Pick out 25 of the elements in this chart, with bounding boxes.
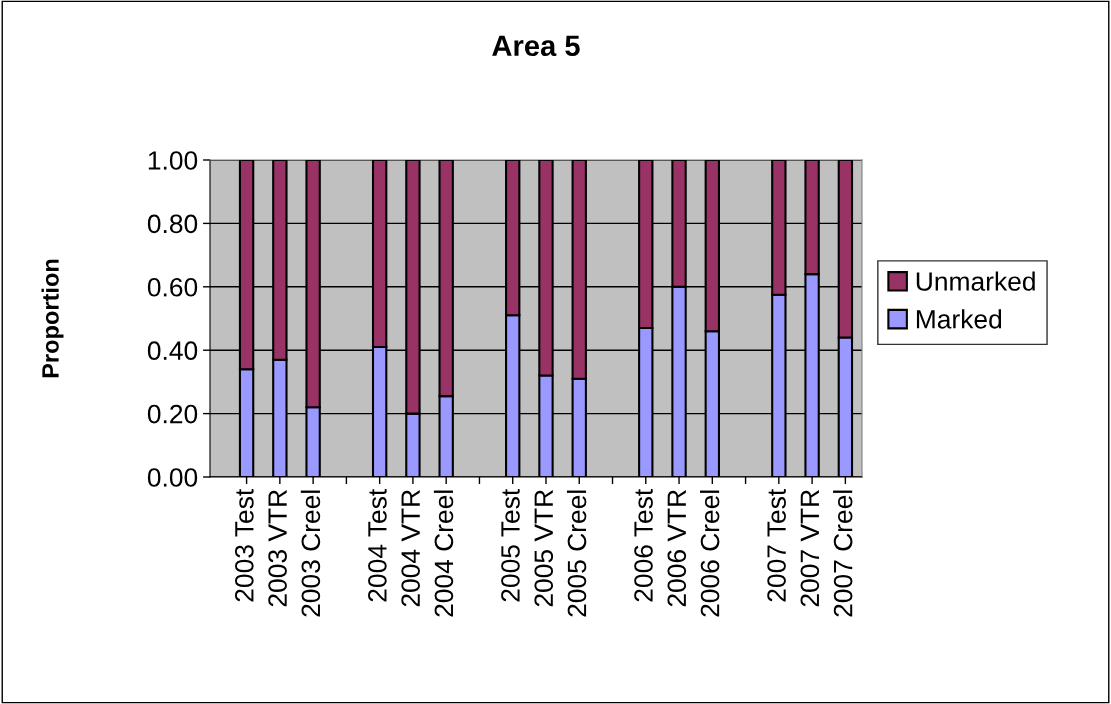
x-tick-label: 2003 Test: [234, 488, 254, 602]
x-tick-label: 2004 Creel: [433, 490, 454, 617]
y-tick-label: 0.20: [147, 404, 198, 424]
y-tick-label: 0.60: [147, 277, 198, 297]
x-tick-label: 2005 Creel: [566, 490, 587, 617]
x-tick-label: 2006 Test: [634, 488, 653, 602]
x-tick-label: 2007 Creel: [833, 490, 853, 617]
x-tick-label: 2007 Test: [767, 488, 786, 602]
x-tick-label: 2005 Test: [501, 488, 520, 602]
y-axis-title: Proportion: [41, 259, 64, 378]
x-tick-label: 2007 VTR: [800, 490, 820, 607]
x-tick-label: 2004 VTR: [401, 490, 420, 607]
y-tick-label: 0.40: [147, 341, 198, 361]
chart-title: Area 5: [492, 35, 580, 57]
y-tick-label: 1.00: [148, 151, 198, 170]
x-tick-label: 2003 VTR: [268, 490, 287, 607]
legend-label: Unmarked: [916, 271, 1035, 291]
x-tick-label: 2003 Creel: [300, 490, 321, 617]
legend-label: Marked: [916, 309, 1002, 329]
x-tick-label: 2006 Creel: [700, 490, 720, 617]
x-tick-label: 2005 VTR: [534, 490, 554, 607]
x-tick-label: 2004 Test: [368, 488, 387, 602]
y-tick-label: 0.80: [147, 214, 198, 234]
y-tick-label: 0.00: [147, 468, 198, 487]
x-tick-label: 2006 VTR: [667, 490, 687, 607]
